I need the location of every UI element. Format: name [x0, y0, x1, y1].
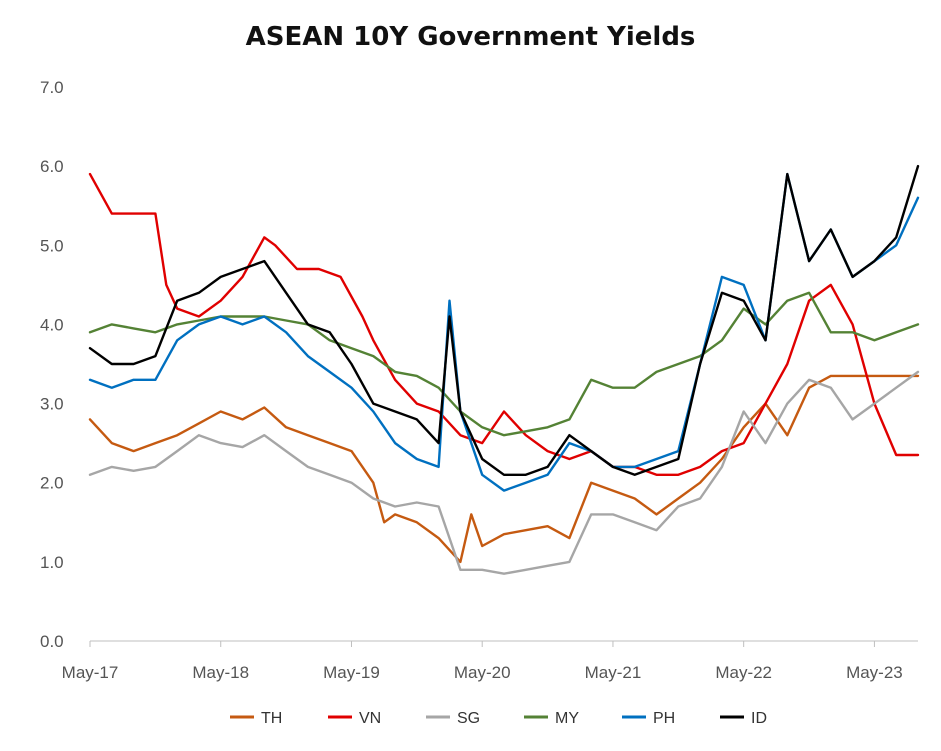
- series-line-sg: [88, 370, 920, 575]
- x-tick-label: May-17: [62, 663, 119, 682]
- x-tick-label: May-20: [454, 663, 511, 682]
- y-tick-label: 5.0: [40, 236, 64, 255]
- series-line-th: [88, 374, 920, 564]
- y-tick-label: 7.0: [40, 78, 64, 97]
- chart-title: ASEAN 10Y Government Yields: [245, 22, 696, 52]
- legend-label-sg: SG: [457, 710, 480, 727]
- x-tick-label: May-19: [323, 663, 380, 682]
- y-tick-label: 6.0: [40, 157, 64, 176]
- y-tick-label: 1.0: [40, 553, 64, 572]
- legend-label-th: TH: [261, 710, 282, 727]
- x-tick-label: May-18: [192, 663, 249, 682]
- legend-label-id: ID: [751, 710, 767, 727]
- series-line-vn: [88, 172, 920, 476]
- series-line-ph: [88, 172, 920, 492]
- y-tick-label: 3.0: [40, 395, 64, 414]
- y-tick-label: 2.0: [40, 474, 64, 493]
- series-line-my: [88, 291, 920, 437]
- y-tick-label: 0.0: [40, 632, 64, 651]
- series-line-id: [88, 164, 920, 476]
- x-tick-label: May-23: [846, 663, 903, 682]
- legend-label-vn: VN: [359, 710, 381, 727]
- x-tick-label: May-21: [585, 663, 642, 682]
- legend-label-ph: PH: [653, 710, 675, 727]
- x-tick-label: May-22: [715, 663, 772, 682]
- legend-label-my: MY: [555, 710, 579, 727]
- y-tick-label: 4.0: [40, 315, 64, 334]
